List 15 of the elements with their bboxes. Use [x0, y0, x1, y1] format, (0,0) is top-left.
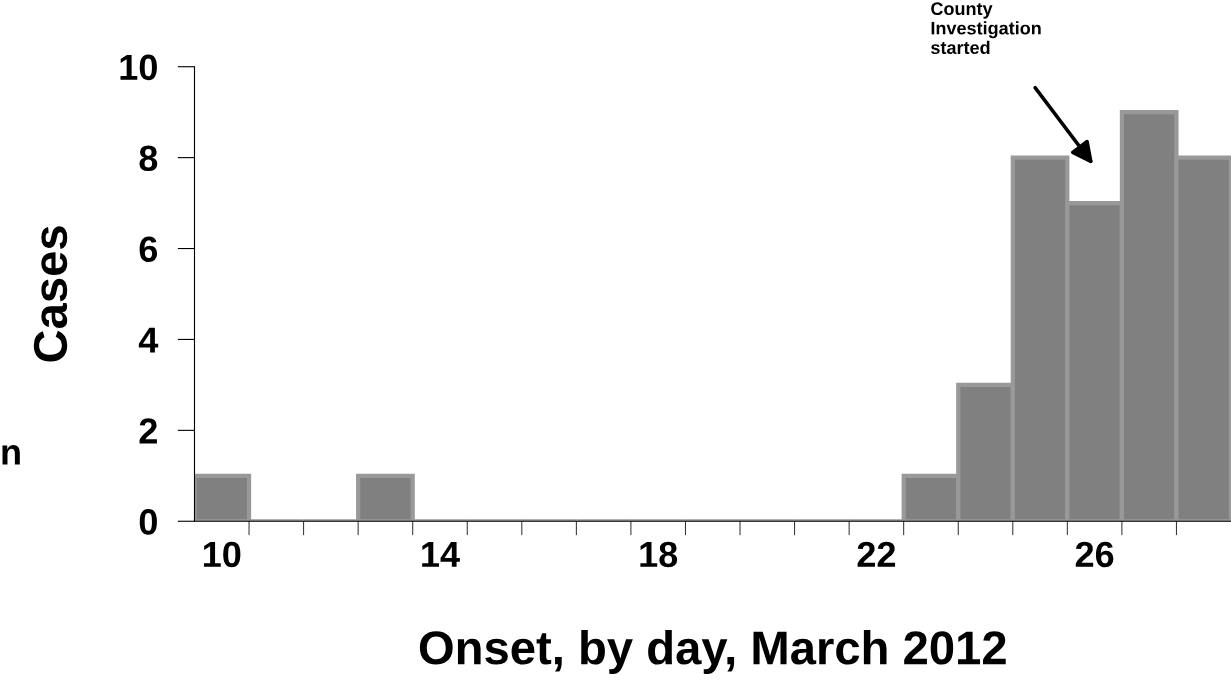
y-tick-label: 10: [120, 54, 157, 81]
y-tick-label: 0: [139, 509, 157, 535]
y-tick-label: 6: [139, 236, 158, 262]
y-axis-title: Cases: [33, 226, 68, 362]
text: n: [2, 445, 20, 465]
text: County Investigation started: [931, 2, 1041, 55]
x-tick-label: 10: [203, 541, 241, 568]
y-tick-label: 4: [138, 327, 159, 353]
x-tick-label: 14: [422, 542, 460, 567]
x-axis-title: Onset, by day, March 2012: [419, 629, 1006, 674]
x-tick-label: 18: [640, 541, 678, 568]
x-tick-label: 26: [1075, 541, 1114, 568]
x-tick-label: 22: [857, 541, 896, 567]
y-tick-label: 2: [139, 418, 157, 444]
y-tick-label: 8: [139, 145, 158, 172]
